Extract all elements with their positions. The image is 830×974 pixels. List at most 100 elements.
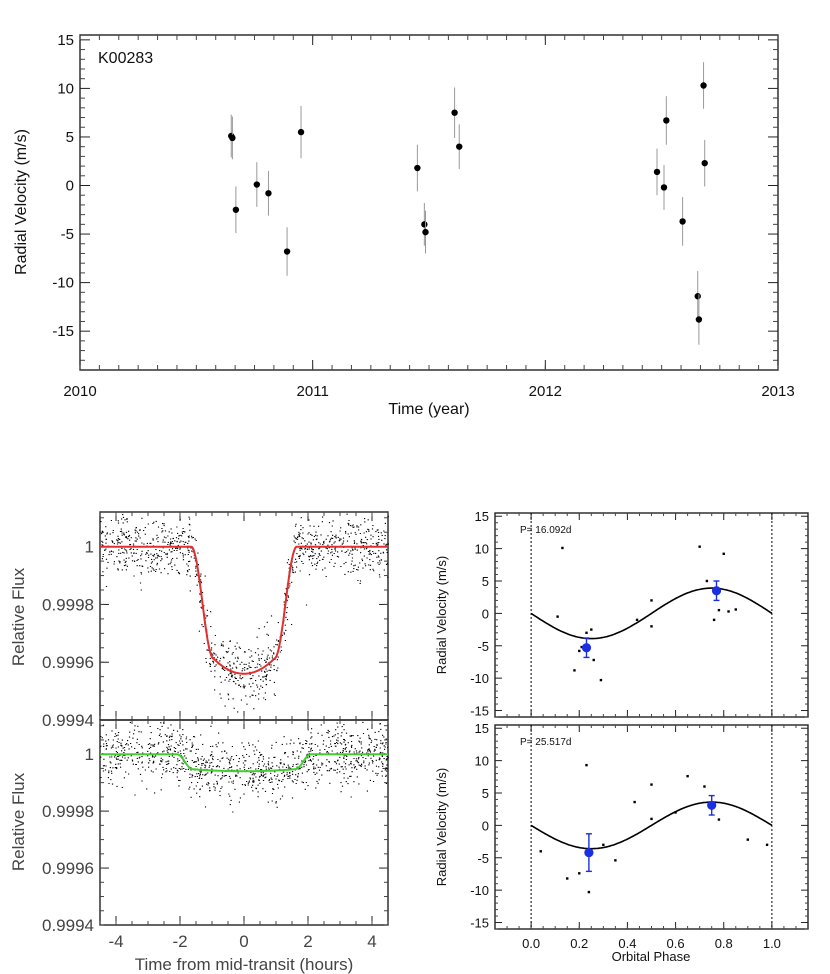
- phase-point-0: [539, 850, 542, 853]
- y-tick-label-0: -15: [52, 323, 74, 340]
- phase-point-2: [578, 872, 581, 875]
- y-tick-label-3: 0.9994: [42, 916, 94, 935]
- rv-phase-bottom-ticks: -15 -10 -5 0 5 10 15 0.0 0.2 0.4 0.6 0.8 1.0: [470, 721, 808, 951]
- phase-point-13: [712, 618, 716, 622]
- phase-point-10: [650, 817, 653, 821]
- phase-point-6: [602, 843, 605, 847]
- rv-phase-top-ylabel: Radial Velocity (m/s): [434, 556, 449, 674]
- y-tick-label-3: 0: [482, 606, 489, 621]
- rv-time-annotation: K00283: [98, 50, 153, 67]
- phase-point-15: [722, 552, 725, 555]
- rv-phase-bottom-ylabel: Radial Velocity (m/s): [434, 768, 449, 886]
- y-tick-label-0: -15: [470, 704, 489, 719]
- phase-point-9: [650, 783, 653, 786]
- y-tick-label-5: 10: [475, 754, 489, 769]
- y-tick-label-0: 1: [85, 538, 94, 557]
- rv-phase-top-frame: [494, 512, 809, 718]
- binned-point-1: [707, 800, 717, 810]
- phase-point-7: [614, 859, 617, 862]
- phase-point-4: [585, 631, 588, 635]
- rv-phase-top-panel: -15 -10 -5 0 5 10 15 P= 16.092d Radial Velocit…: [434, 509, 809, 719]
- y-tick-label-4: 5: [482, 786, 489, 801]
- y-tick-label-4: 5: [482, 574, 489, 589]
- transit-model-curve: [100, 545, 388, 675]
- phase-point-7: [590, 628, 593, 631]
- y-tick-label-4: 5: [66, 129, 74, 146]
- x-tick-label-3: 0.6: [667, 936, 685, 951]
- rv-point-3: [253, 181, 261, 188]
- y-tick-label-3: 0: [482, 818, 489, 833]
- rv-point-7: [414, 164, 421, 172]
- phase-point-10: [650, 625, 653, 628]
- binned-point-1: [711, 586, 722, 596]
- phase-point-3: [580, 645, 583, 649]
- phase-point-3: [585, 763, 588, 767]
- y-tick-label-1: 0.9998: [42, 802, 94, 821]
- phase-point-14: [717, 608, 721, 612]
- rv-point-9: [422, 228, 429, 236]
- y-tick-label-2: -5: [477, 639, 489, 654]
- transit-bottom-panel: 1 0.9998 0.9996 0.9994 -4 -2 0 2 4 Relative Flux…: [9, 719, 389, 974]
- rv-point-10: [451, 109, 458, 116]
- phase-point-8: [633, 800, 636, 804]
- rv-time-xlabel: Time (year): [388, 401, 469, 418]
- rv-point-8: [421, 221, 428, 228]
- phase-point-2: [578, 649, 581, 653]
- rv-point-11: [456, 143, 463, 150]
- phase-point-11: [698, 545, 701, 548]
- transit-model-curve: [100, 753, 388, 773]
- rv-point-15: [679, 218, 686, 225]
- rv-model-curve: [530, 801, 773, 850]
- transit-bottom-frame: [99, 719, 389, 926]
- phase-point-5: [592, 658, 595, 662]
- rv-phase-top-annotation: P= 16.092d: [520, 525, 571, 536]
- rv-point-14: [663, 117, 670, 124]
- transit-bottom-ticks: 1 0.9998 0.9996 0.9994 -4 -2 0 2 4: [42, 720, 389, 951]
- x-tick-label-3: 2: [303, 932, 312, 951]
- rv-phase-bottom-frame: [494, 724, 809, 930]
- phase-point-11: [674, 811, 677, 814]
- transit-top-data: [100, 513, 389, 713]
- y-tick-label-6: 15: [475, 721, 489, 736]
- rv-point-2: [232, 206, 240, 213]
- phase-point-9: [650, 599, 653, 602]
- y-tick-label-5: 10: [57, 80, 74, 97]
- rv-point-13: [660, 184, 668, 191]
- x-tick-label-1: 0.2: [570, 936, 588, 951]
- y-tick-label-2: -5: [61, 226, 74, 243]
- x-tick-label-4: 0.8: [715, 936, 733, 951]
- rv-time-ticks: -15 -10 -5 0 5 10 15 2010 2011 2012 2013: [52, 32, 794, 400]
- transit-top-ylabel: Relative Flux: [9, 567, 28, 666]
- rv-phase-bottom-annotation: P= 25.517d: [520, 737, 571, 748]
- y-tick-label-0: 1: [85, 745, 94, 764]
- x-tick-label-0: -4: [108, 932, 123, 951]
- x-tick-label-1: 2011: [297, 383, 329, 400]
- x-tick-label-3: 2013: [761, 383, 794, 400]
- y-tick-label-5: 10: [475, 542, 489, 557]
- rv-phase-top-data: [530, 513, 773, 717]
- phase-point-15: [717, 818, 721, 821]
- phase-point-12: [686, 774, 689, 778]
- binned-point-0: [584, 847, 594, 858]
- rv-point-19: [701, 159, 708, 167]
- rv-phase-bottom-xlabel: Orbital Phase: [612, 949, 691, 964]
- rv-phase-top-ticks: -15 -10 -5 0 5 10 15: [470, 509, 808, 719]
- rv-phase-bottom-panel: -15 -10 -5 0 5 10 15 0.0 0.2 0.4 0.6 0.8 1.0 P= 25.5…: [434, 721, 809, 964]
- binned-point-0: [581, 643, 592, 653]
- rv-point-18: [700, 82, 707, 89]
- phase-point-16: [746, 838, 750, 841]
- phase-point-0: [556, 615, 559, 618]
- x-tick-label-2: 2012: [529, 383, 562, 400]
- x-tick-label-0: 2010: [63, 383, 96, 400]
- x-tick-label-2: 0: [239, 932, 248, 951]
- rv-time-data: [228, 62, 708, 345]
- y-tick-label-2: -5: [477, 851, 489, 866]
- y-tick-label-2: 0.9996: [42, 859, 94, 878]
- y-tick-label-6: 15: [57, 32, 74, 49]
- rv-point-17: [695, 316, 703, 323]
- rv-point-1: [229, 134, 236, 142]
- phase-point-6: [599, 678, 603, 682]
- phase-point-17: [765, 843, 769, 847]
- y-tick-label-3: 0: [66, 178, 74, 195]
